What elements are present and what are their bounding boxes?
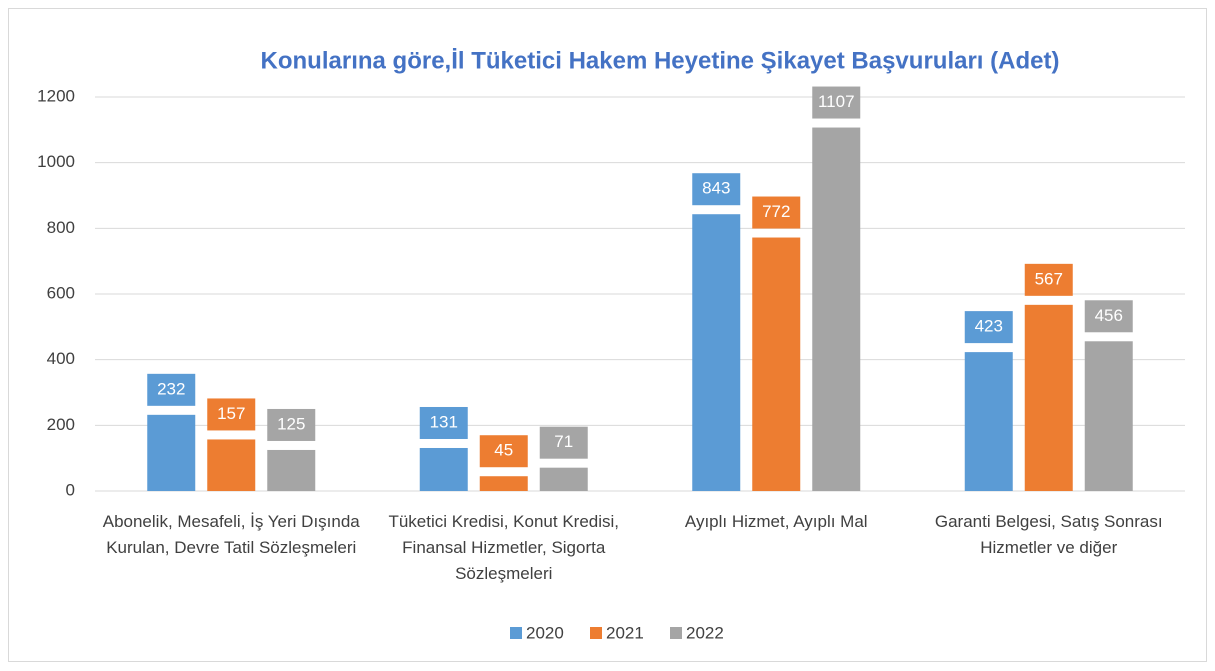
bar [692, 214, 741, 491]
bar [479, 476, 528, 491]
data-label: 125 [277, 414, 305, 433]
data-label-box [964, 311, 1013, 344]
data-label: 456 [1095, 306, 1123, 325]
legend-swatch [510, 627, 522, 639]
data-label-box [479, 435, 528, 468]
y-tick-label: 600 [47, 283, 75, 302]
data-label: 772 [762, 202, 790, 221]
legend-label: 2020 [526, 623, 564, 642]
x-tick-label: Ayıplı Hizmet, Ayıplı Mal [684, 512, 868, 531]
chart-title: Konularına göre,İl Tüketici Hakem Heyeti… [261, 47, 1060, 74]
x-tick-label: Abonelik, Mesafeli, İş Yeri Dışında Kuru… [102, 512, 360, 557]
data-label-box [267, 408, 316, 441]
bar [147, 414, 196, 491]
data-label-box [812, 86, 861, 119]
data-label: 1107 [818, 92, 855, 111]
bar [1024, 304, 1073, 491]
bar [964, 352, 1013, 491]
y-tick-label: 1000 [37, 152, 75, 171]
data-label-box [207, 398, 256, 431]
data-label: 423 [975, 317, 1003, 336]
data-label: 45 [494, 441, 513, 460]
x-tick-label: Garanti Belgesi, Satış Sonrası Hizmetler… [934, 512, 1163, 557]
y-tick-label: 1200 [37, 86, 75, 105]
data-label: 843 [702, 179, 730, 198]
bar [1084, 341, 1133, 491]
data-label-box [1084, 300, 1133, 333]
bar [207, 439, 256, 491]
data-label-box [692, 173, 741, 206]
data-label-box [752, 196, 801, 229]
y-tick-label: 400 [47, 349, 75, 368]
data-label: 131 [430, 412, 458, 431]
legend-swatch [590, 627, 602, 639]
data-label: 157 [217, 404, 245, 423]
legend-label: 2021 [606, 623, 644, 642]
y-tick-label: 800 [47, 218, 75, 237]
data-label-box [1024, 263, 1073, 296]
data-label: 232 [157, 379, 185, 398]
legend-label: 2022 [686, 623, 724, 642]
data-label-box [147, 373, 196, 406]
bar [812, 127, 861, 491]
bar [419, 447, 468, 491]
x-tick-label: Tüketici Kredisi, Konut Kredisi, Finansa… [388, 512, 620, 583]
data-label-box [539, 426, 588, 459]
data-label-box [419, 406, 468, 439]
data-label: 567 [1035, 269, 1063, 288]
bar [267, 449, 316, 491]
bar [752, 237, 801, 491]
legend-swatch [670, 627, 682, 639]
data-label: 71 [554, 432, 573, 451]
y-tick-label: 200 [47, 415, 75, 434]
bar [539, 467, 588, 491]
y-tick-label: 0 [66, 480, 75, 499]
